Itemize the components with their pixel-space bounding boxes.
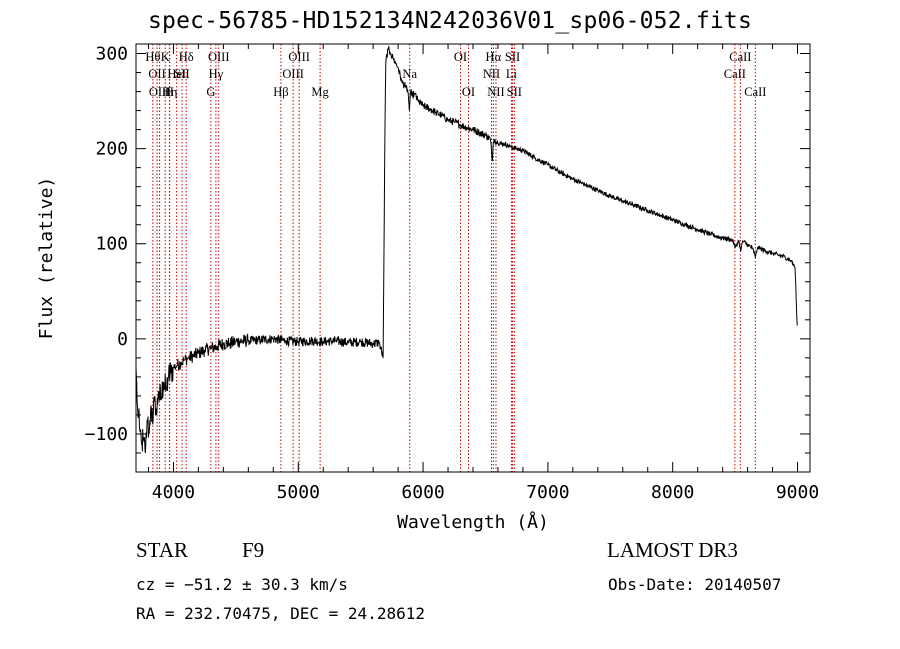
line-marker-label: SII (505, 50, 520, 64)
line-marker-label: Hα (486, 50, 502, 64)
y-tick-label: 0 (117, 329, 128, 350)
line-marker-label: OI (454, 50, 467, 64)
line-marker-label: NII (487, 85, 504, 99)
line-marker-label: NII (483, 67, 500, 81)
x-tick-label: 8000 (651, 482, 694, 503)
line-marker-label: Hβ (273, 85, 288, 99)
ra-dec-coordinates: RA = 232.70475, DEC = 24.28612 (136, 604, 425, 623)
line-marker-label: Li (506, 67, 518, 81)
plot-frame (135, 43, 811, 473)
flux-series-line (135, 46, 798, 454)
line-marker-label: Hγ (209, 67, 224, 81)
line-marker-label: Mg (311, 85, 329, 99)
line-marker-label: K (161, 50, 170, 64)
line-marker-label: OIII (282, 67, 304, 81)
x-tick-label: 7000 (526, 482, 569, 503)
line-marker-label: Na (402, 67, 417, 81)
y-tick-label: 100 (95, 234, 128, 255)
y-tick-label: 300 (95, 44, 128, 65)
x-tick-label: 6000 (401, 482, 444, 503)
line-marker-label: OII (148, 67, 165, 81)
line-marker-label: OIII (149, 85, 171, 99)
line-marker-label: HeI (167, 67, 186, 81)
x-tick-label: 9000 (776, 482, 819, 503)
redshift-cz: cz = −51.2 ± 30.3 km/s (136, 575, 348, 594)
line-marker-label: OIII (208, 50, 230, 64)
object-type: STAR (136, 538, 188, 562)
x-tick-label: 4000 (152, 482, 195, 503)
line-marker-label: OI (462, 85, 475, 99)
line-marker-label: OIII (288, 50, 310, 64)
line-marker-label: CaII (744, 85, 766, 99)
y-axis-label: Flux (relative) (36, 177, 57, 340)
line-marker-label: SII (174, 67, 189, 81)
line-marker-label: CaII (729, 50, 751, 64)
y-tick-label: 200 (95, 139, 128, 160)
x-tick-label: 5000 (277, 482, 320, 503)
line-marker-label: G (206, 85, 215, 99)
line-marker-label: Hη (162, 85, 178, 99)
y-tick-label: −100 (85, 424, 128, 445)
line-marker-label: Hδ (179, 50, 194, 64)
chart-title: spec-56785-HD152134N242036V01_sp06-052.f… (147, 8, 753, 34)
object-subclass: F9 (242, 538, 265, 562)
observation-date: Obs-Date: 20140507 (608, 575, 782, 594)
line-marker-label: CaII (724, 67, 746, 81)
line-marker-label: H (165, 85, 174, 99)
line-marker-label: SII (507, 85, 522, 99)
x-axis-label: Wavelength (Å) (397, 511, 549, 533)
line-marker-label: Hθ (145, 50, 160, 64)
survey-name: LAMOST DR3 (607, 538, 738, 562)
